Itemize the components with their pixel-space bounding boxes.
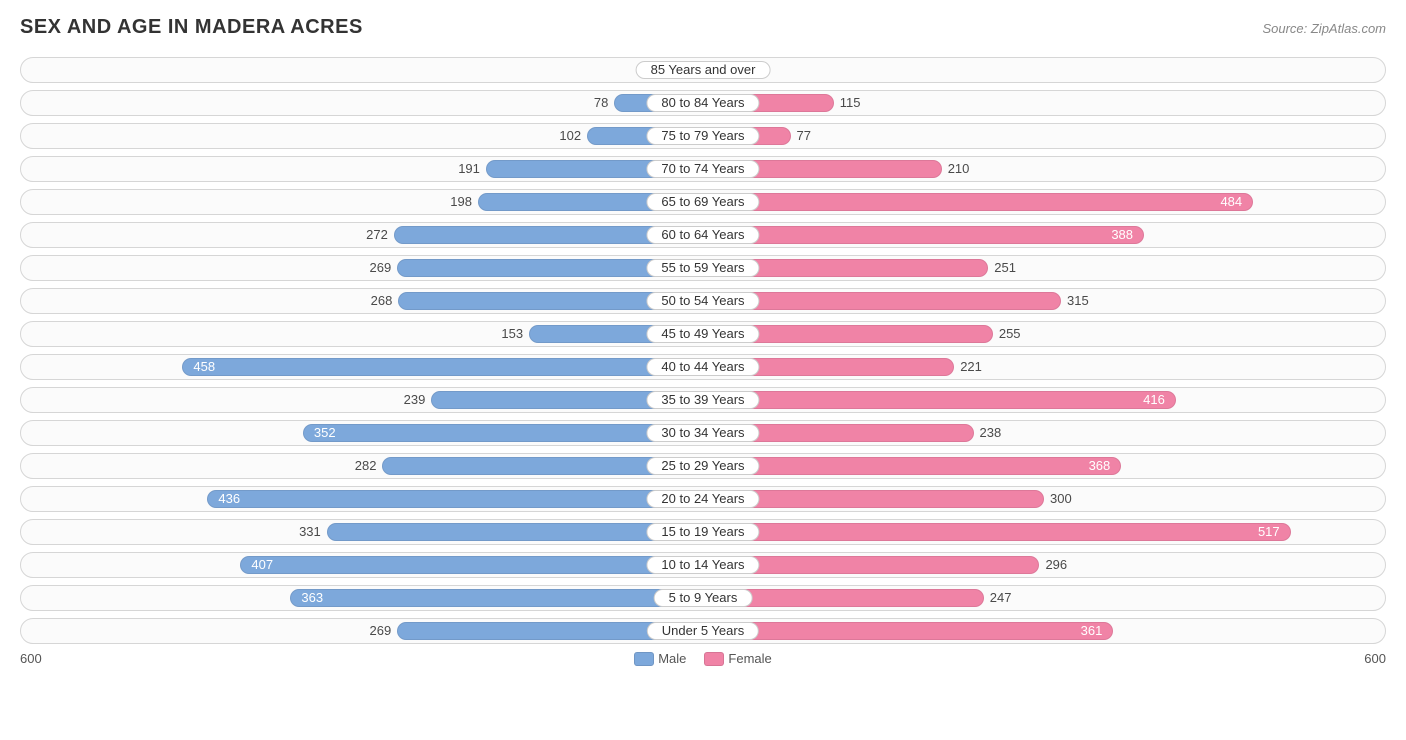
age-category-label: 10 to 14 Years xyxy=(646,556,759,574)
male-bar: 407 xyxy=(240,556,703,574)
pyramid-row: 407 296 10 to 14 Years xyxy=(20,552,1386,578)
pyramid-row: 28236825 to 29 Years xyxy=(20,453,1386,479)
male-bar: 363 xyxy=(290,589,703,607)
female-value-label: 368 xyxy=(1089,458,1111,482)
age-category-label: 45 to 49 Years xyxy=(646,325,759,343)
pyramid-row: 269361Under 5 Years xyxy=(20,618,1386,644)
male-value-label: 198 xyxy=(450,190,472,214)
age-category-label: 70 to 74 Years xyxy=(646,160,759,178)
age-category-label: 5 to 9 Years xyxy=(654,589,753,607)
pyramid-row: 283985 Years and over xyxy=(20,57,1386,83)
female-bar: 484 xyxy=(703,193,1253,211)
pyramid-row: 268 315 50 to 54 Years xyxy=(20,288,1386,314)
male-value-label: 407 xyxy=(251,557,273,581)
male-bar: 436 xyxy=(207,490,703,508)
legend-male: Male xyxy=(634,651,686,666)
male-value-label: 102 xyxy=(559,124,581,148)
age-category-label: 40 to 44 Years xyxy=(646,358,759,376)
age-category-label: 25 to 29 Years xyxy=(646,457,759,475)
female-bar: 368 xyxy=(703,457,1121,475)
pyramid-row: 102 77 75 to 79 Years xyxy=(20,123,1386,149)
male-value-label: 268 xyxy=(371,289,393,313)
male-value-label: 331 xyxy=(299,520,321,544)
male-value-label: 282 xyxy=(355,454,377,478)
male-value-label: 269 xyxy=(370,619,392,643)
pyramid-row: 19848465 to 69 Years xyxy=(20,189,1386,215)
chart-source: Source: ZipAtlas.com xyxy=(1262,21,1386,36)
legend: Male Female xyxy=(634,651,772,666)
legend-label-male: Male xyxy=(658,651,686,666)
age-category-label: 65 to 69 Years xyxy=(646,193,759,211)
female-value-label: 255 xyxy=(999,322,1021,346)
male-value-label: 352 xyxy=(314,425,336,449)
pyramid-row: 33151715 to 19 Years xyxy=(20,519,1386,545)
age-category-label: 80 to 84 Years xyxy=(646,94,759,112)
female-value-label: 296 xyxy=(1045,553,1067,577)
age-category-label: 35 to 39 Years xyxy=(646,391,759,409)
female-value-label: 416 xyxy=(1143,392,1165,416)
age-category-label: 20 to 24 Years xyxy=(646,490,759,508)
male-bar: 458 xyxy=(182,358,703,376)
age-category-label: 60 to 64 Years xyxy=(646,226,759,244)
axis-max-right: 600 xyxy=(1364,651,1386,666)
pyramid-row: 352 238 30 to 34 Years xyxy=(20,420,1386,446)
population-pyramid-chart: 283985 Years and over 78 115 80 to 84 Years… xyxy=(20,57,1386,644)
female-value-label: 361 xyxy=(1081,623,1103,647)
female-value-label: 315 xyxy=(1067,289,1089,313)
male-value-label: 458 xyxy=(193,359,215,383)
female-value-label: 115 xyxy=(840,91,861,115)
female-value-label: 388 xyxy=(1111,227,1133,251)
chart-header: SEX AND AGE IN MADERA ACRES Source: ZipA… xyxy=(20,16,1386,39)
age-category-label: 85 Years and over xyxy=(636,61,771,79)
age-category-label: Under 5 Years xyxy=(647,622,759,640)
female-bar: 361 xyxy=(703,622,1113,640)
female-value-label: 238 xyxy=(980,421,1002,445)
female-bar: 416 xyxy=(703,391,1176,409)
age-category-label: 55 to 59 Years xyxy=(646,259,759,277)
age-category-label: 75 to 79 Years xyxy=(646,127,759,145)
female-value-label: 221 xyxy=(960,355,982,379)
female-value-label: 77 xyxy=(797,124,811,148)
female-value-label: 210 xyxy=(948,157,970,181)
legend-swatch-female xyxy=(704,652,724,666)
axis-max-left: 600 xyxy=(20,651,42,666)
pyramid-row: 23941635 to 39 Years xyxy=(20,387,1386,413)
pyramid-row: 78 115 80 to 84 Years xyxy=(20,90,1386,116)
male-value-label: 78 xyxy=(594,91,608,115)
female-value-label: 517 xyxy=(1258,524,1280,548)
male-value-label: 272 xyxy=(366,223,388,247)
age-category-label: 30 to 34 Years xyxy=(646,424,759,442)
male-value-label: 436 xyxy=(218,491,240,515)
male-value-label: 363 xyxy=(301,590,323,614)
pyramid-row: 458 221 40 to 44 Years xyxy=(20,354,1386,380)
female-value-label: 247 xyxy=(990,586,1012,610)
pyramid-row: 153 255 45 to 49 Years xyxy=(20,321,1386,347)
male-value-label: 269 xyxy=(370,256,392,280)
female-bar: 388 xyxy=(703,226,1144,244)
legend-swatch-male xyxy=(634,652,654,666)
age-category-label: 50 to 54 Years xyxy=(646,292,759,310)
male-value-label: 239 xyxy=(404,388,426,412)
pyramid-row: 27238860 to 64 Years xyxy=(20,222,1386,248)
legend-label-female: Female xyxy=(728,651,771,666)
pyramid-row: 436 300 20 to 24 Years xyxy=(20,486,1386,512)
female-value-label: 300 xyxy=(1050,487,1072,511)
pyramid-row: 269 251 55 to 59 Years xyxy=(20,255,1386,281)
axis-legend-row: 600 Male Female 600 xyxy=(20,651,1386,666)
male-value-label: 153 xyxy=(501,322,523,346)
legend-female: Female xyxy=(704,651,771,666)
pyramid-row: 363 247 5 to 9 Years xyxy=(20,585,1386,611)
female-bar: 517 xyxy=(703,523,1291,541)
male-bar: 352 xyxy=(303,424,703,442)
age-category-label: 15 to 19 Years xyxy=(646,523,759,541)
pyramid-row: 191 210 70 to 74 Years xyxy=(20,156,1386,182)
male-value-label: 191 xyxy=(458,157,480,181)
female-value-label: 484 xyxy=(1220,194,1242,218)
female-value-label: 251 xyxy=(994,256,1016,280)
chart-title: SEX AND AGE IN MADERA ACRES xyxy=(20,16,363,39)
